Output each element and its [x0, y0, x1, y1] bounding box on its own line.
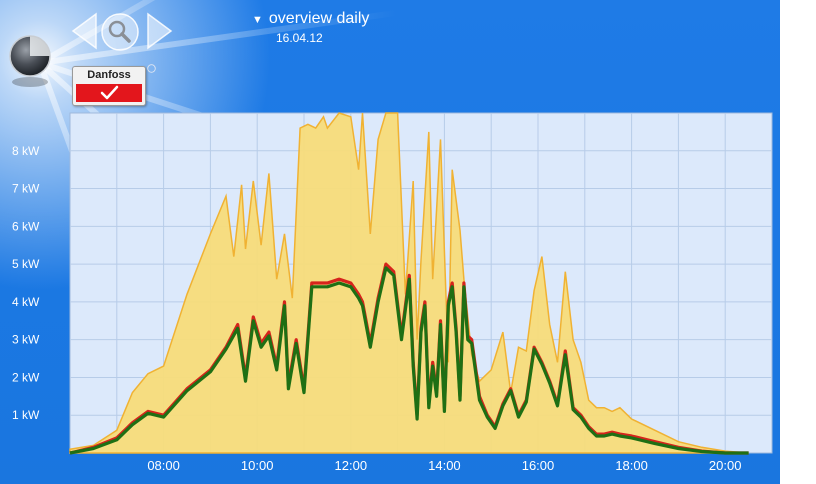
- y-axis-ticks: 1 kW 2 kW 3 kW 4 kW 5 kW 6 kW 7 kW 8 kW: [12, 144, 40, 422]
- triangle-down-icon: ▼: [252, 14, 263, 26]
- view-selector-dropdown[interactable]: ▼ overview daily: [252, 10, 369, 28]
- x-tick-label: 12:00: [335, 458, 368, 473]
- y-tick-label: 6 kW: [12, 219, 40, 233]
- y-tick-label: 1 kW: [12, 408, 40, 422]
- series-green-line: [69, 266, 749, 455]
- brand-flag: [76, 84, 142, 102]
- registered-icon: [147, 64, 156, 73]
- brand-name: Danfoss: [87, 69, 131, 81]
- x-tick-label: 16:00: [522, 458, 555, 473]
- power-chart: 1 kW 2 kW 3 kW 4 kW 5 kW 6 kW 7 kW 8 kW 08:00 10…: [12, 112, 773, 473]
- x-tick-label: 08:00: [147, 458, 180, 473]
- x-tick-label: 10:00: [241, 458, 274, 473]
- view-date: 16.04.12: [276, 31, 323, 45]
- logo-orb-icon: [9, 35, 51, 87]
- checkmark-icon: [100, 85, 119, 100]
- x-tick-label: 14:00: [428, 458, 461, 473]
- y-tick-label: 2 kW: [12, 370, 40, 384]
- y-tick-label: 8 kW: [12, 144, 40, 158]
- x-axis-ticks: 08:00 10:00 12:00 14:00 16:00 18:00 20:00: [147, 458, 741, 473]
- x-tick-label: 18:00: [615, 458, 648, 473]
- nav-back-button[interactable]: [70, 12, 98, 50]
- y-tick-label: 4 kW: [12, 295, 40, 309]
- y-tick-label: 5 kW: [12, 257, 40, 271]
- view-title: overview daily: [268, 10, 370, 27]
- brand-badge[interactable]: Danfoss: [72, 66, 146, 106]
- x-tick-label: 20:00: [709, 458, 742, 473]
- y-tick-label: 7 kW: [12, 182, 40, 196]
- magnifier-icon: [108, 20, 131, 43]
- nav-forward-button[interactable]: [146, 12, 174, 50]
- app-window: 1 kW 2 kW 3 kW 4 kW 5 kW 6 kW 7 kW 8 kW 08:00 10…: [0, 0, 780, 484]
- zoom-button[interactable]: [100, 12, 140, 52]
- registered-mark: [147, 64, 156, 75]
- y-tick-label: 3 kW: [12, 333, 40, 347]
